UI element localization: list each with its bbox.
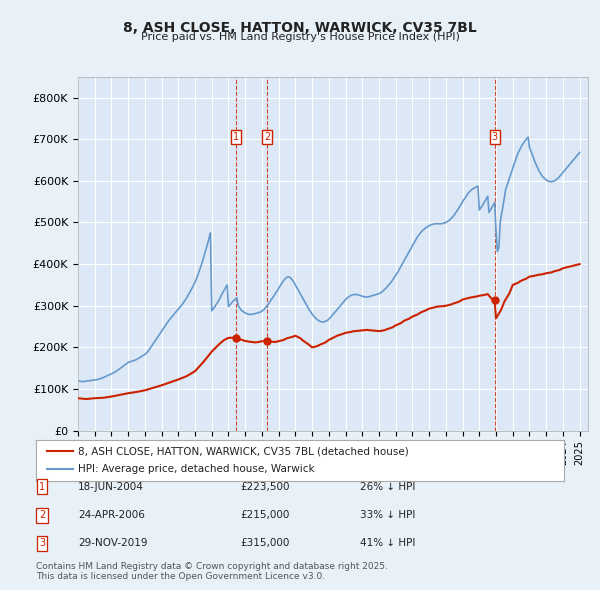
Text: Price paid vs. HM Land Registry's House Price Index (HPI): Price paid vs. HM Land Registry's House … <box>140 32 460 42</box>
Text: 33% ↓ HPI: 33% ↓ HPI <box>360 510 415 520</box>
Text: 18-JUN-2004: 18-JUN-2004 <box>78 482 144 491</box>
Text: 41% ↓ HPI: 41% ↓ HPI <box>360 539 415 548</box>
Text: 8, ASH CLOSE, HATTON, WARWICK, CV35 7BL: 8, ASH CLOSE, HATTON, WARWICK, CV35 7BL <box>123 21 477 35</box>
Text: 1: 1 <box>39 482 45 491</box>
Text: 3: 3 <box>39 539 45 548</box>
Text: 24-APR-2006: 24-APR-2006 <box>78 510 145 520</box>
Text: 3: 3 <box>491 132 497 142</box>
Text: 2: 2 <box>264 132 270 142</box>
Text: 29-NOV-2019: 29-NOV-2019 <box>78 539 148 548</box>
Text: 1: 1 <box>233 132 239 142</box>
Text: 26% ↓ HPI: 26% ↓ HPI <box>360 482 415 491</box>
Text: HPI: Average price, detached house, Warwick: HPI: Average price, detached house, Warw… <box>78 464 315 474</box>
Text: £315,000: £315,000 <box>240 539 289 548</box>
Text: 8, ASH CLOSE, HATTON, WARWICK, CV35 7BL (detached house): 8, ASH CLOSE, HATTON, WARWICK, CV35 7BL … <box>78 446 409 456</box>
Text: 2: 2 <box>39 510 45 520</box>
Text: Contains HM Land Registry data © Crown copyright and database right 2025.
This d: Contains HM Land Registry data © Crown c… <box>36 562 388 581</box>
Text: £223,500: £223,500 <box>240 482 290 491</box>
Text: £215,000: £215,000 <box>240 510 289 520</box>
